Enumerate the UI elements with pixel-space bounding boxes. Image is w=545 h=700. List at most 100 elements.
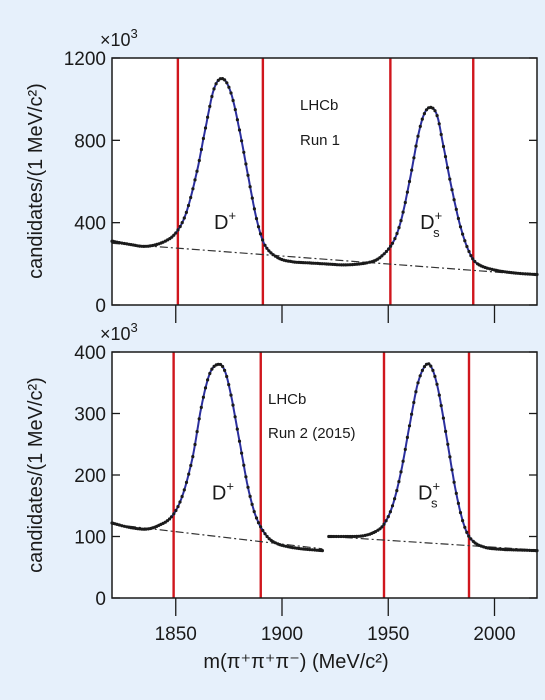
top-data-point <box>320 262 324 266</box>
top-data-point <box>252 207 256 211</box>
bottom-y-tick-label: 200 <box>74 466 106 487</box>
top-data-point <box>378 256 382 260</box>
bottom-data-point <box>399 470 403 474</box>
bottom-peak-labels: D+ D+ s <box>212 479 440 511</box>
bottom-data-point <box>520 548 524 552</box>
bottom-data-point <box>361 534 365 538</box>
top-data-point <box>240 139 244 143</box>
bottom-data-point <box>416 381 420 385</box>
bottom-data-point <box>197 417 201 421</box>
bottom-data-point <box>180 494 184 499</box>
top-data-point <box>433 109 437 113</box>
bottom-data-point <box>259 525 263 529</box>
top-data-point <box>120 241 124 245</box>
bottom-data-point <box>221 364 225 369</box>
bottom-data-point <box>458 510 463 515</box>
bottom-data-point <box>174 508 178 513</box>
bottom-data-point <box>341 534 346 539</box>
top-data-point <box>397 226 401 230</box>
bottom-y-tick-label: 300 <box>74 405 106 426</box>
top-background-fit <box>111 242 538 276</box>
bottom-y-ticks: 0 100 200 300 400 <box>74 343 537 610</box>
bottom-data-point <box>350 534 354 539</box>
top-data-point <box>258 232 263 236</box>
bottom-data-point <box>313 548 317 552</box>
bottom-data-point <box>225 374 229 379</box>
top-data-point <box>490 267 494 271</box>
top-data-point <box>467 249 471 254</box>
bottom-x-ticks: 1850 1900 1950 2000 <box>155 598 516 645</box>
top-data-point <box>422 112 426 116</box>
top-data-point <box>390 241 395 245</box>
bottom-data-point <box>252 510 256 514</box>
top-data-point <box>189 195 193 200</box>
bottom-data-point <box>395 489 399 493</box>
top-data-point <box>235 118 239 122</box>
bottom-data-point <box>176 505 180 509</box>
top-data-point <box>342 263 346 267</box>
top-data-point <box>195 169 199 173</box>
bottom-data-point <box>210 367 214 371</box>
bottom-data-point <box>384 519 388 523</box>
top-x-ticks <box>175 305 496 323</box>
bottom-data-point <box>227 383 231 387</box>
bottom-panel: 0 100 200 300 400 1850 1900 1950 2000 ×103 cand… <box>25 320 539 673</box>
bottom-data-point <box>254 516 259 520</box>
top-data-point <box>244 162 248 166</box>
top-data-point <box>448 177 452 181</box>
bottom-data-point <box>242 463 246 467</box>
top-data-point <box>401 210 405 214</box>
top-data-point <box>176 228 180 232</box>
top-data-point <box>191 187 195 191</box>
bottom-data-point <box>235 427 239 431</box>
bottom-data-point <box>450 468 454 472</box>
bottom-data-point <box>332 534 336 539</box>
top-data-point <box>516 271 520 275</box>
bottom-data-point <box>308 548 312 552</box>
top-data-point <box>172 233 176 237</box>
bottom-data-point <box>229 393 233 397</box>
top-data-points <box>110 77 539 277</box>
top-data-point <box>117 241 121 245</box>
bottom-data-point <box>456 501 460 505</box>
bottom-data-point <box>390 504 395 508</box>
top-data-point <box>174 231 178 235</box>
bottom-data-point <box>193 442 197 447</box>
top-data-point <box>227 85 231 89</box>
bottom-data-point <box>187 472 191 476</box>
bottom-data-point <box>346 534 350 539</box>
top-data-point <box>523 272 527 276</box>
top-data-point <box>526 272 530 276</box>
bottom-data-point <box>401 459 405 463</box>
bottom-data-point <box>386 515 390 519</box>
bottom-data-point <box>337 534 341 539</box>
bottom-data-point <box>167 517 172 521</box>
top-data-point <box>441 144 446 149</box>
top-y-axis-label: candidates/(1 MeV/c²) <box>25 83 47 279</box>
bottom-data-point <box>397 480 401 484</box>
top-data-point <box>471 257 475 261</box>
top-y-tick-label: 1200 <box>64 49 106 70</box>
bottom-data-point <box>248 494 252 498</box>
top-data-point <box>418 124 422 128</box>
bottom-data-point <box>256 521 261 525</box>
bottom-data-point <box>380 525 384 529</box>
top-peak-label: D+ <box>214 208 236 234</box>
bottom-background-line <box>328 535 538 551</box>
top-data-point <box>225 81 229 85</box>
top-data-point <box>443 155 448 159</box>
bottom-data-point <box>120 524 124 528</box>
bottom-data-point <box>422 365 427 369</box>
bottom-data-point <box>261 528 265 533</box>
bottom-data-point <box>144 527 148 531</box>
bottom-data-point <box>448 455 452 459</box>
bottom-y-tick-label: 100 <box>74 528 106 549</box>
bottom-plot-area <box>112 352 537 598</box>
bottom-data-point <box>172 512 176 516</box>
top-data-point <box>229 91 233 95</box>
top-data-point <box>263 243 267 247</box>
top-data-point <box>184 210 188 214</box>
bottom-data-point <box>250 502 254 506</box>
bottom-data-point <box>208 371 212 376</box>
top-data-point <box>382 252 386 256</box>
